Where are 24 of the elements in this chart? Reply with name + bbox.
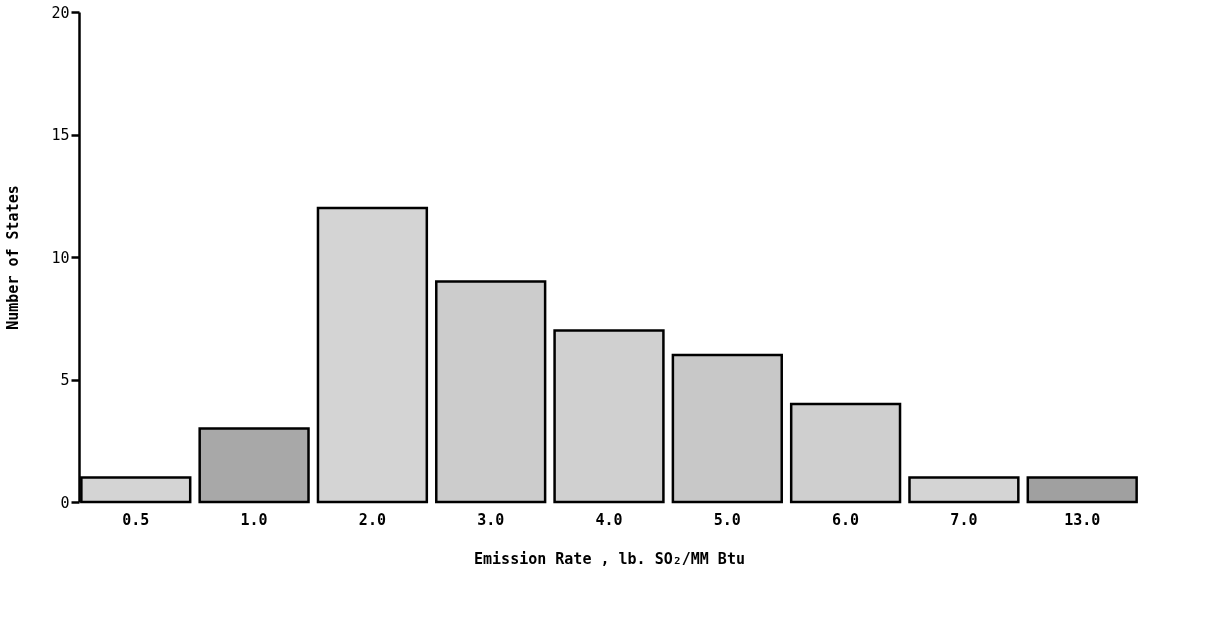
x-tick-label: 13.0 bbox=[1064, 510, 1101, 529]
bar bbox=[908, 476, 1020, 504]
x-tick-label: 6.0 bbox=[832, 510, 860, 529]
x-tick-label: 7.0 bbox=[950, 510, 978, 529]
y-tick-label: 10 bbox=[51, 248, 70, 267]
y-tick-label: 0 bbox=[60, 493, 70, 512]
x-axis-title: Emission Rate , lb. SO₂/MM Btu bbox=[474, 549, 745, 568]
bar bbox=[671, 353, 783, 504]
bar bbox=[553, 329, 665, 504]
y-axis-title: Number of States bbox=[4, 185, 23, 330]
x-tick-label: 2.0 bbox=[358, 510, 386, 529]
y-tick-label: 15 bbox=[51, 126, 70, 144]
x-tick-label: 4.0 bbox=[595, 510, 623, 529]
bar bbox=[198, 427, 310, 504]
x-tick-label: 5.0 bbox=[713, 510, 741, 529]
y-tick-label: 5 bbox=[60, 371, 70, 389]
y-tick-label: 20 bbox=[51, 3, 70, 22]
bar bbox=[789, 402, 902, 504]
x-tick-label: 0.5 bbox=[122, 510, 150, 529]
x-tick-label: 1.0 bbox=[240, 510, 268, 529]
bar bbox=[1026, 476, 1138, 504]
bar bbox=[316, 206, 429, 504]
x-tick-label: 3.0 bbox=[477, 510, 505, 529]
bar bbox=[435, 280, 547, 504]
